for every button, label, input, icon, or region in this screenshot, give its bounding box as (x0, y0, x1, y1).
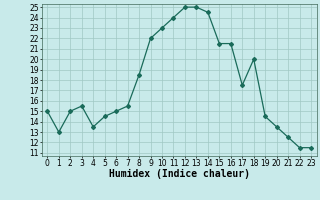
X-axis label: Humidex (Indice chaleur): Humidex (Indice chaleur) (109, 169, 250, 179)
